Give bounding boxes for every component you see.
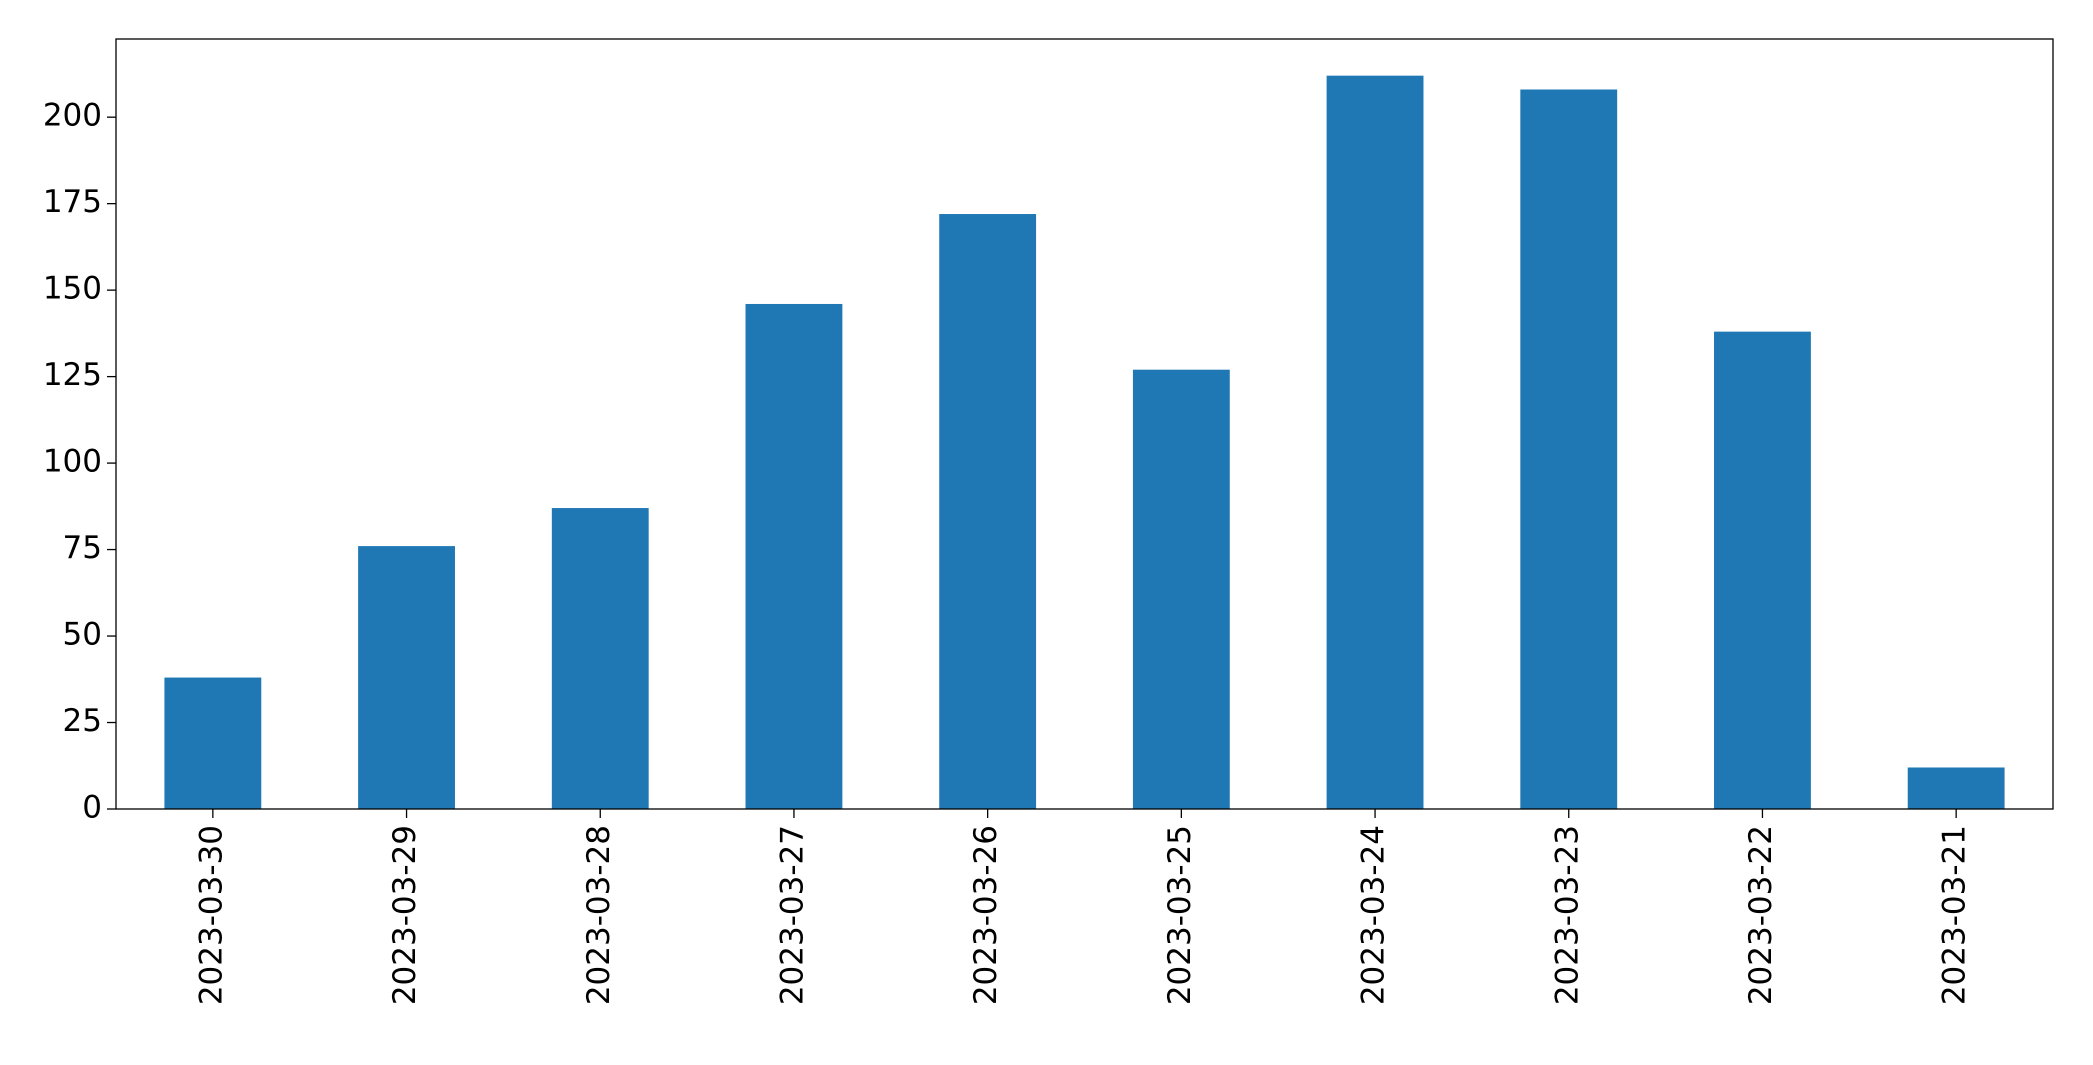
y-tick-label: 100 — [43, 444, 102, 480]
x-tick-label: 2023-03-30 — [193, 825, 229, 1005]
bar — [164, 677, 262, 809]
plot-frame — [115, 38, 2054, 810]
x-tick-label: 2023-03-24 — [1356, 825, 1392, 1005]
bar — [939, 214, 1037, 810]
bar — [1132, 369, 1230, 809]
y-tick-label: 50 — [63, 617, 102, 653]
bar — [358, 546, 455, 809]
bar — [551, 508, 649, 809]
y-tick-label: 75 — [63, 530, 102, 566]
x-tick-label: 2023-03-28 — [581, 825, 617, 1005]
x-tick-label: 2023-03-29 — [387, 825, 423, 1005]
x-tick-label: 2023-03-22 — [1743, 825, 1779, 1005]
bar — [1520, 89, 1618, 809]
x-tick-label: 2023-03-21 — [1937, 825, 1973, 1005]
y-tick-label: 125 — [43, 357, 102, 393]
x-tick-label: 2023-03-25 — [1162, 825, 1198, 1005]
bar — [1326, 75, 1424, 809]
y-tick-label: 150 — [43, 271, 102, 307]
y-tick-label: 0 — [82, 790, 102, 826]
x-tick-label: 2023-03-26 — [968, 825, 1004, 1005]
x-tick-label: 2023-03-23 — [1549, 825, 1585, 1005]
bar — [1714, 331, 1811, 809]
bar — [745, 303, 843, 809]
y-tick-label: 175 — [43, 184, 102, 220]
y-tick-label: 200 — [43, 98, 102, 134]
y-tick-label: 25 — [63, 703, 102, 739]
x-tick-label: 2023-03-27 — [774, 825, 810, 1005]
bar — [1907, 767, 2005, 809]
